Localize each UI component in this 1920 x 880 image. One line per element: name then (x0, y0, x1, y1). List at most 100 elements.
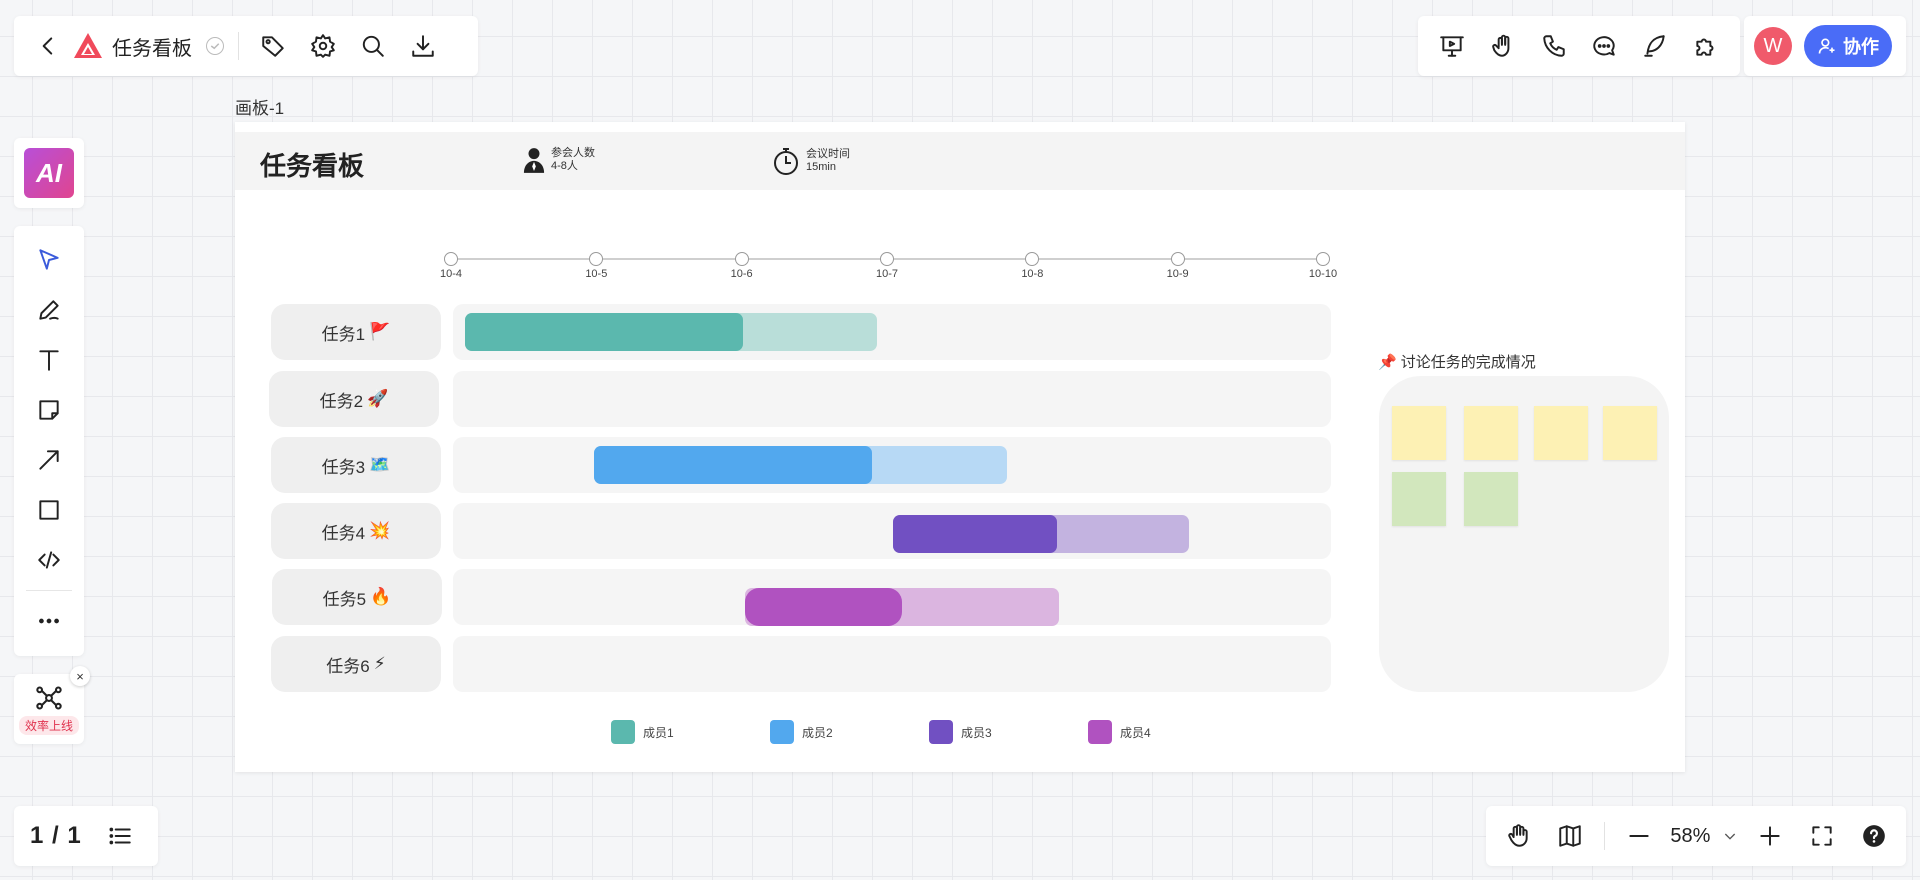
board-label[interactable]: 画板-1 (235, 99, 285, 118)
timeline-tick (589, 252, 604, 266)
zoom-in-icon[interactable] (1750, 816, 1790, 856)
legend-item-2: 成员2 (770, 720, 833, 744)
stopwatch-icon (774, 148, 798, 175)
feature-promo[interactable]: × 效率上线 (14, 666, 90, 744)
select-pointer-icon[interactable] (29, 240, 69, 280)
task-label-2[interactable]: 任务2 🚀 (269, 371, 439, 427)
attendees-value: 4-8人 (551, 160, 578, 172)
add-user-icon (1818, 38, 1835, 54)
legend-label: 成员4 (1120, 725, 1151, 740)
code-embed-icon[interactable] (29, 540, 69, 580)
sticky-note-icon[interactable] (29, 390, 69, 430)
chat-icon[interactable] (1584, 26, 1624, 66)
zoom-dropdown[interactable]: 58% (1670, 825, 1738, 848)
task-name: 任务4 (321, 523, 366, 543)
legend-label: 成员2 (802, 725, 833, 740)
timeline-tick (734, 252, 749, 266)
discussion-title-text: 讨论任务的完成情况 (1400, 354, 1536, 371)
task-track-1[interactable] (453, 304, 1331, 360)
arrow-connector-icon[interactable] (29, 440, 69, 480)
task-label-4[interactable]: 任务4 💥 (271, 503, 441, 559)
timeline-tick-label: 10-7 (875, 268, 899, 280)
sticky-note[interactable] (1603, 406, 1657, 460)
legend-item-1: 成员1 (611, 720, 674, 744)
plugin-puzzle-icon[interactable] (1686, 26, 1726, 66)
task-emoji: 🗺️ (369, 455, 391, 474)
saved-check-icon (206, 37, 224, 55)
hand-wave-icon[interactable] (1483, 26, 1523, 66)
zoom-controls: 58% (1486, 806, 1906, 866)
discussion-title: 📌 讨论任务的完成情况 (1378, 351, 1536, 372)
help-icon[interactable] (1854, 816, 1894, 856)
zoom-value: 58% (1670, 824, 1711, 847)
task-track-2[interactable] (453, 371, 1331, 427)
pen-icon[interactable] (29, 290, 69, 330)
timeline-tick-label: 10-8 (1021, 268, 1044, 280)
avatar[interactable]: W (1754, 27, 1792, 65)
task3-progress-bar[interactable] (594, 446, 872, 484)
minimap-icon[interactable] (1550, 816, 1590, 856)
drawing-toolbox (14, 226, 84, 656)
board-header: 任务看板 参会人数 4-8人 会议时间 15min (235, 132, 1685, 190)
task1-progress-bar[interactable] (465, 313, 743, 351)
task-emoji: 🔥 (370, 587, 392, 606)
task-track-5[interactable] (453, 569, 1331, 626)
back-icon[interactable] (28, 26, 68, 66)
download-icon[interactable] (403, 26, 443, 66)
legend-swatch (1088, 720, 1112, 744)
sticky-note[interactable] (1534, 406, 1588, 460)
discussion-area[interactable] (1379, 376, 1669, 692)
timeline-tick (880, 252, 894, 266)
tag-icon[interactable] (253, 26, 293, 66)
fullscreen-icon[interactable] (1802, 816, 1842, 856)
hand-pan-icon[interactable] (1498, 816, 1538, 856)
duration-label: 会议时间 (806, 148, 850, 160)
legend-item-3: 成员3 (929, 720, 992, 744)
task-track-6[interactable] (453, 636, 1331, 692)
user-collab-area: W 协作 (1744, 16, 1906, 76)
task-board-canvas[interactable]: 任务看板 参会人数 4-8人 会议时间 15min 任务1 🚩 任务2 🚀 任务3 (235, 122, 1685, 772)
zoom-out-icon[interactable] (1619, 816, 1659, 856)
task-emoji: ⚡ (373, 654, 386, 673)
board-title: 任务看板 (260, 151, 365, 181)
task-track-4[interactable] (453, 503, 1331, 559)
task-label-1[interactable]: 任务1 🚩 (271, 304, 441, 360)
page-indicator[interactable]: 1 / 1 (30, 822, 82, 849)
collaborate-button[interactable]: 协作 (1804, 25, 1892, 67)
task-label-6[interactable]: 任务6 ⚡ (271, 636, 441, 692)
sticky-note[interactable] (1392, 406, 1446, 460)
page-list-icon[interactable] (104, 816, 136, 856)
task5-progress-bar[interactable] (745, 588, 902, 626)
gear-icon[interactable] (303, 26, 343, 66)
task4-progress-bar[interactable] (893, 515, 1057, 553)
task-name: 任务6 (326, 656, 370, 676)
more-tools-icon[interactable] (29, 601, 69, 641)
timeline-tick-label: 10-10 (1308, 268, 1338, 280)
zoom-divider (1603, 822, 1605, 850)
timeline-tick-label: 10-6 (730, 268, 753, 280)
legend-item-4: 成员4 (1088, 720, 1151, 744)
legend-label: 成员3 (961, 725, 992, 740)
timeline-tick-label: 10-9 (1166, 268, 1189, 280)
task-name: 任务2 (319, 391, 364, 411)
text-tool-icon[interactable] (29, 340, 69, 380)
rectangle-shape-icon[interactable] (29, 490, 69, 530)
timeline-tick-label: 10-4 (439, 268, 463, 280)
toolbar-divider (238, 32, 239, 60)
sticky-note[interactable] (1464, 406, 1518, 460)
feather-pen-icon[interactable] (1635, 26, 1675, 66)
document-title[interactable]: 任务看板 (112, 37, 192, 60)
search-icon[interactable] (353, 26, 393, 66)
mindmap-icon (36, 685, 62, 710)
page-navigator: 1 / 1 (14, 806, 158, 866)
ai-button[interactable]: AI (24, 148, 74, 198)
phone-icon[interactable] (1534, 26, 1574, 66)
task-emoji: 🚀 (367, 389, 389, 408)
sticky-note[interactable] (1464, 472, 1518, 526)
close-icon[interactable]: × (70, 666, 90, 686)
presentation-icon[interactable] (1432, 26, 1472, 66)
task-label-5[interactable]: 任务5 🔥 (272, 569, 442, 625)
task-track-3[interactable] (453, 437, 1331, 493)
task-label-3[interactable]: 任务3 🗺️ (271, 437, 441, 493)
sticky-note[interactable] (1392, 472, 1446, 526)
